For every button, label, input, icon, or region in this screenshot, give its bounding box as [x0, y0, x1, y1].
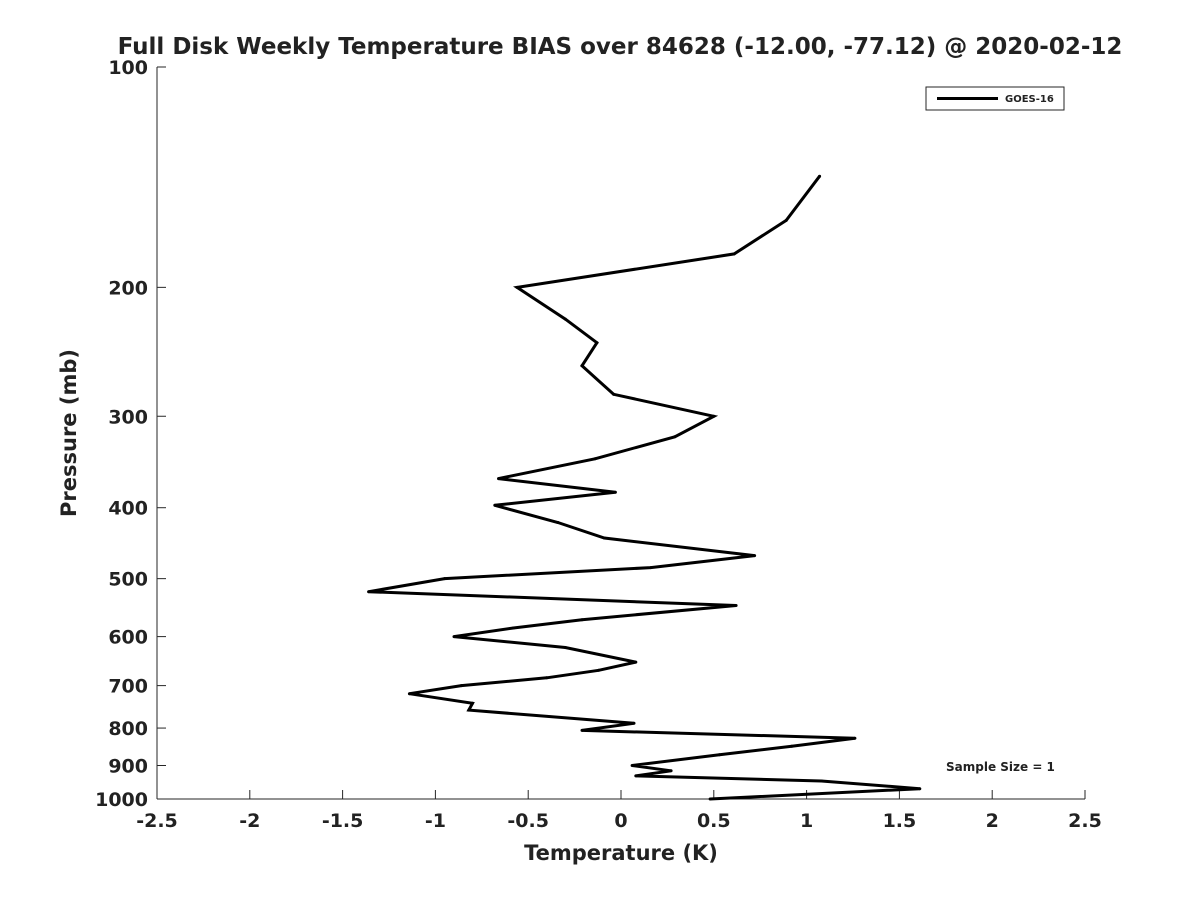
data-point — [593, 457, 597, 461]
x-tick-label: 2.5 — [1068, 810, 1102, 832]
x-tick-label: 2 — [986, 810, 999, 832]
data-point — [708, 797, 712, 801]
data-point — [712, 414, 716, 418]
data-point — [595, 341, 599, 345]
y-tick-label: 100 — [108, 57, 148, 79]
data-point — [580, 618, 584, 622]
sample-size-annotation: Sample Size = 1 — [946, 760, 1055, 774]
data-point — [563, 646, 567, 649]
data-point — [556, 521, 560, 524]
data-point — [918, 787, 922, 791]
x-tick-label: -2.5 — [136, 810, 178, 832]
data-point — [669, 769, 673, 773]
series-layer — [367, 174, 922, 801]
data-point — [649, 566, 653, 570]
data-point — [471, 701, 474, 705]
y-ticks: 100 200 300 400 500 600 700 800 900 1000 — [95, 57, 166, 811]
chart-title: Full Disk Weekly Temperature BIAS over 8… — [118, 34, 1123, 60]
data-point — [459, 684, 463, 688]
data-point — [732, 252, 736, 256]
data-point — [634, 660, 638, 664]
data-point — [511, 626, 515, 630]
x-tick-label: 0.5 — [697, 810, 731, 832]
data-point — [818, 174, 822, 178]
legend-label-goes-16: GOES-16 — [1005, 94, 1054, 105]
x-axis-label: Temperature (K) — [524, 841, 718, 865]
data-point — [612, 392, 616, 396]
data-point — [634, 774, 638, 778]
y-tick-label: 900 — [108, 756, 148, 778]
data-point — [580, 728, 584, 732]
data-point — [545, 676, 549, 680]
x-tick-label: -2 — [239, 810, 260, 832]
x-tick-label: -0.5 — [507, 810, 549, 832]
y-tick-label: 1000 — [95, 789, 148, 811]
x-tick-label: 0 — [614, 810, 627, 832]
data-point — [515, 285, 519, 289]
data-point — [597, 668, 601, 672]
data-point — [753, 554, 757, 558]
data-point — [853, 736, 857, 740]
data-point — [613, 490, 617, 494]
y-tick-label: 200 — [108, 277, 148, 299]
data-point — [819, 779, 823, 783]
data-point — [407, 692, 411, 696]
x-tick-label: 1.5 — [883, 810, 917, 832]
y-tick-label: 300 — [108, 406, 148, 428]
data-point — [602, 536, 606, 540]
data-point — [734, 604, 738, 607]
y-tick-label: 400 — [108, 498, 148, 520]
data-point — [497, 477, 500, 481]
y-tick-label: 700 — [108, 676, 148, 698]
y-tick-label: 800 — [108, 718, 148, 740]
x-tick-label: 1 — [800, 810, 813, 832]
y-axis-label: Pressure (mb) — [57, 349, 81, 517]
y-tick-label: 600 — [108, 627, 148, 649]
y-tick-label: 500 — [108, 569, 148, 591]
data-point — [632, 721, 636, 725]
data-point — [790, 744, 794, 748]
data-point — [580, 364, 584, 368]
data-point — [717, 753, 721, 757]
data-point — [367, 590, 371, 594]
data-point — [673, 435, 677, 439]
x-tick-label: -1.5 — [322, 810, 364, 832]
data-point — [493, 503, 497, 507]
data-point — [443, 577, 447, 581]
x-tick-label: -1 — [425, 810, 446, 832]
data-point — [784, 218, 788, 222]
x-ticks: -2.5 -2 -1.5 -1 -0.5 0 0.5 1 1.5 2 2.5 — [136, 790, 1102, 832]
legend: GOES-16 — [925, 86, 1065, 111]
data-point — [467, 708, 471, 712]
data-point — [563, 317, 567, 321]
data-point — [630, 764, 634, 767]
data-point — [452, 635, 456, 639]
